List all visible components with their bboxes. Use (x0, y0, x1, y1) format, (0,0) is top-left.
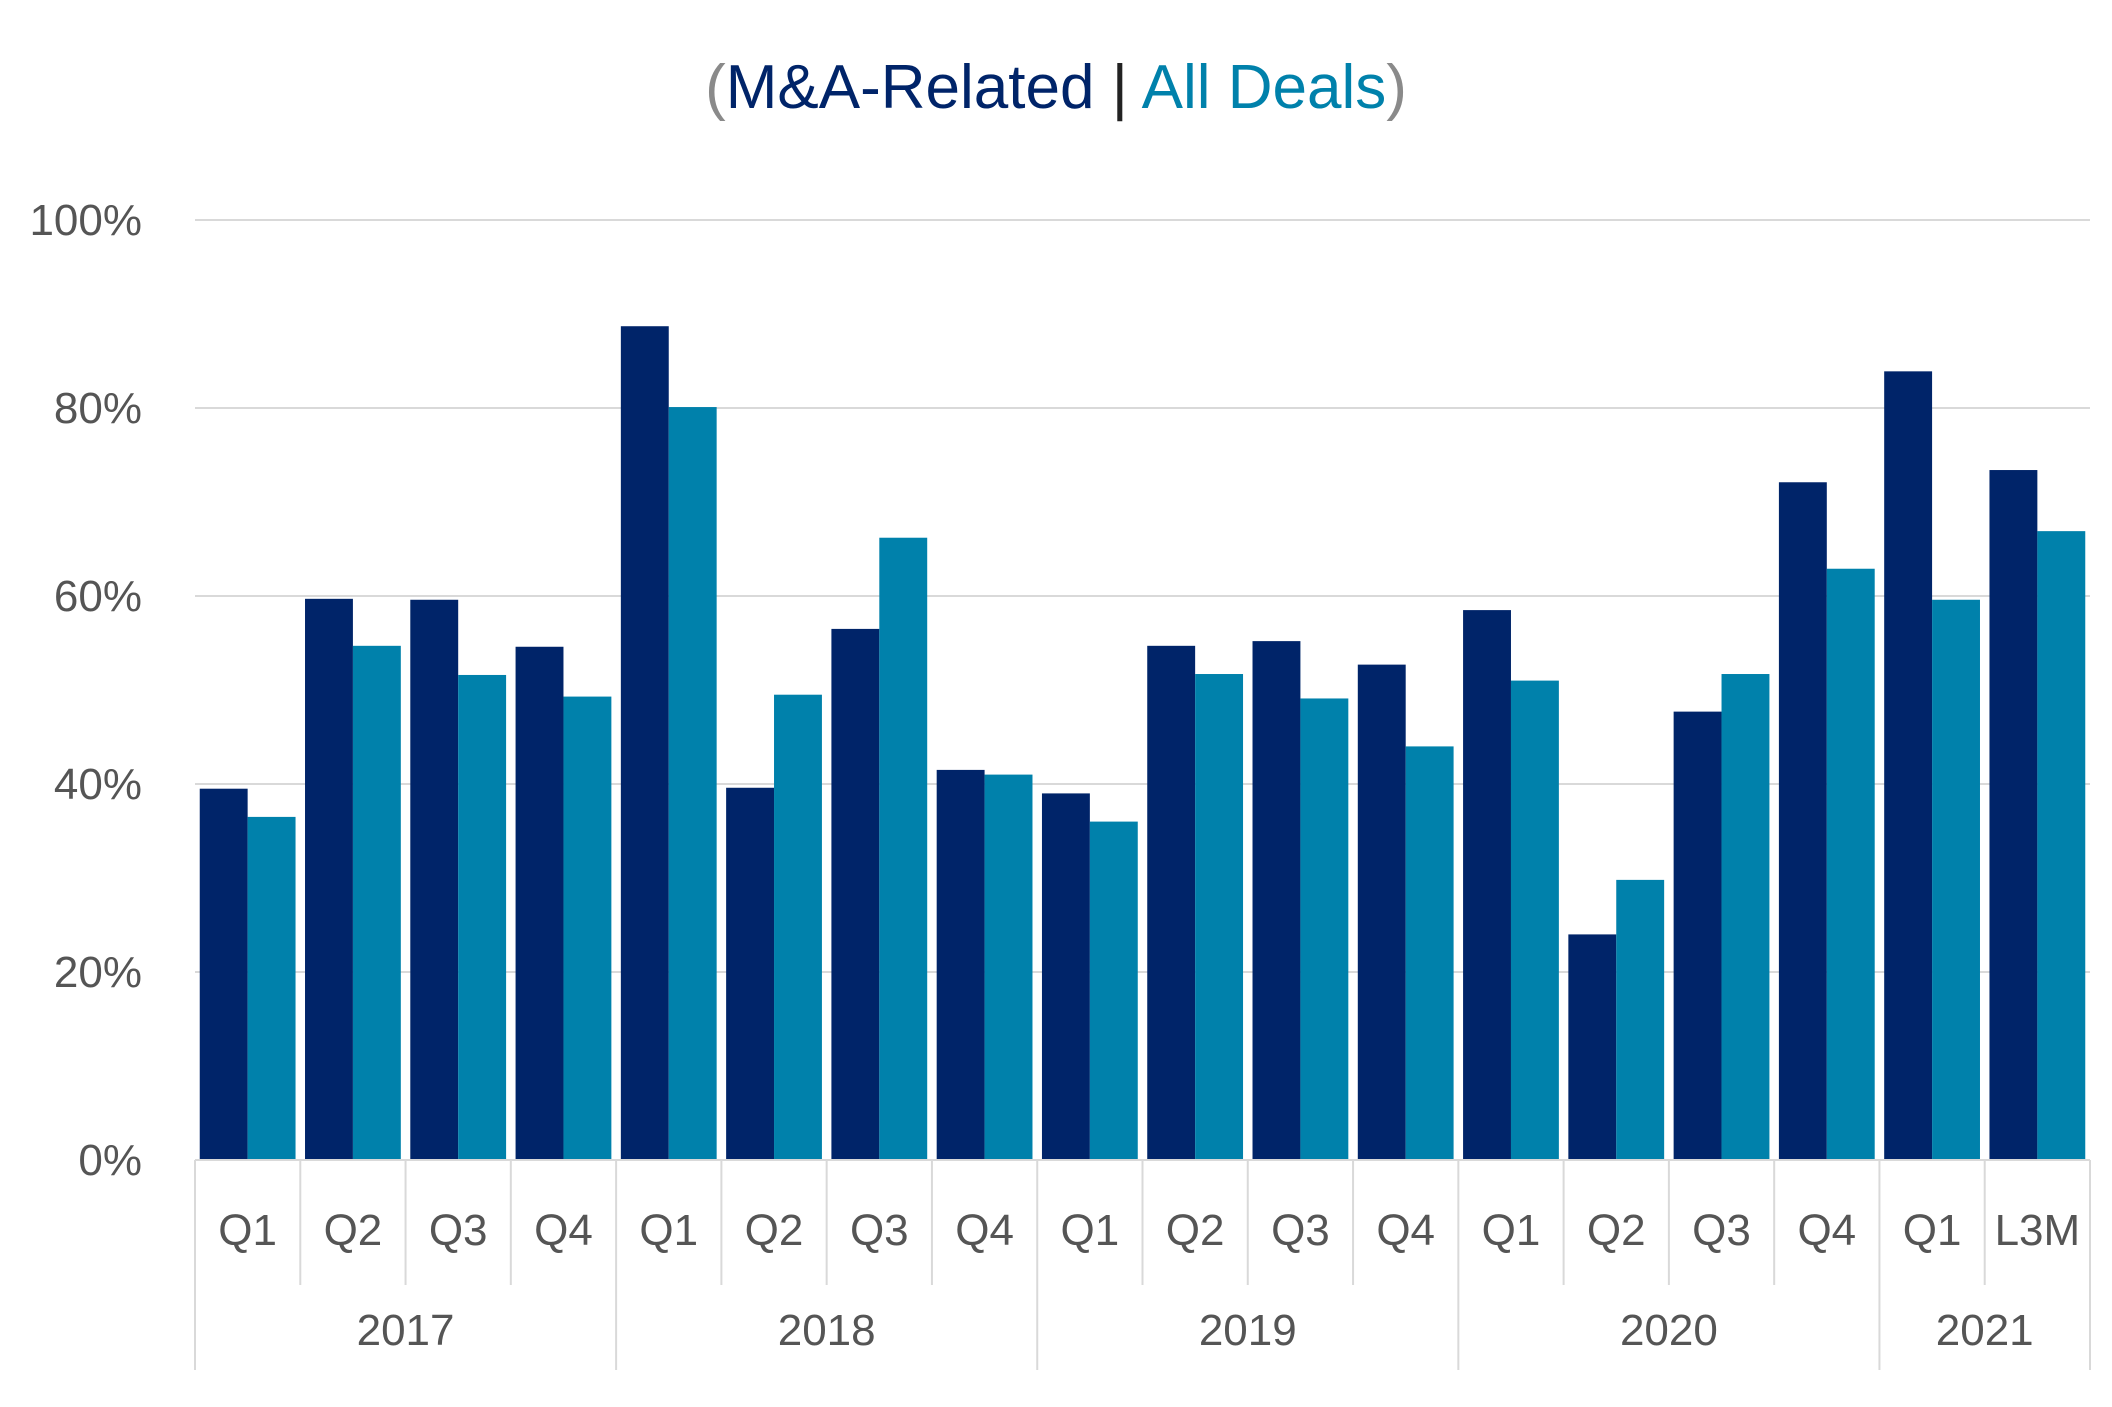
bar-all-deals (1300, 698, 1349, 1160)
title-series-2: All Deals (1141, 53, 1387, 122)
category-label: Q1 (1482, 1206, 1541, 1255)
year-label: 2018 (778, 1306, 876, 1355)
category-label: Q4 (1376, 1206, 1435, 1255)
y-tick-label: 80% (54, 384, 142, 433)
bar-all-deals (1616, 879, 1665, 1160)
bar-all-deals (1510, 680, 1559, 1160)
chart-title: (M&A-Related | All Deals) (0, 48, 2112, 128)
bar-all-deals (774, 694, 822, 1160)
category-label: Q1 (218, 1206, 277, 1255)
category-label: Q1 (639, 1206, 698, 1255)
y-tick-label: 20% (54, 948, 142, 997)
category-label: Q3 (1271, 1206, 1330, 1255)
bar-ma-related (936, 769, 985, 1160)
category-label: Q3 (429, 1206, 488, 1255)
bar-ma-related (1041, 793, 1090, 1160)
category-label: Q2 (1587, 1206, 1646, 1255)
y-tick-label: 60% (54, 572, 142, 621)
bar-ma-related (199, 788, 248, 1160)
bar-ma-related (515, 646, 564, 1160)
bar-all-deals (563, 696, 612, 1160)
category-label: Q3 (1692, 1206, 1751, 1255)
bar-all-deals (1932, 599, 1980, 1160)
category-label: Q1 (1903, 1206, 1962, 1255)
year-label: 2020 (1620, 1306, 1718, 1355)
bar-all-deals (879, 537, 928, 1160)
bar-ma-related (831, 628, 880, 1160)
bar-ma-related (620, 326, 669, 1161)
bar-ma-related (1673, 711, 1722, 1160)
bar-all-deals (247, 816, 296, 1160)
category-label: Q2 (1166, 1206, 1225, 1255)
title-paren-close: ) (1386, 53, 1407, 122)
bar-ma-related (1568, 934, 1617, 1160)
title-paren-open: ( (705, 53, 726, 122)
bar-ma-related (1147, 645, 1196, 1160)
bar-ma-related (1463, 610, 1511, 1160)
bar-ma-related (1989, 470, 2038, 1160)
category-label: Q4 (534, 1206, 593, 1255)
category-label: Q3 (850, 1206, 909, 1255)
bar-ma-related (1778, 482, 1827, 1160)
bar-all-deals (668, 407, 717, 1160)
category-label: Q1 (1061, 1206, 1120, 1255)
title-series-1: M&A-Related (725, 53, 1095, 122)
bar-ma-related (1357, 664, 1406, 1160)
title-separator: | (1111, 53, 1128, 122)
bar-all-deals (1826, 568, 1875, 1160)
bar-ma-related (726, 787, 775, 1160)
year-label: 2017 (357, 1306, 455, 1355)
year-label: 2019 (1199, 1306, 1297, 1355)
bar-all-deals (984, 774, 1033, 1160)
y-tick-label: 100% (29, 196, 142, 245)
y-tick-label: 40% (54, 760, 142, 809)
bar-all-deals (458, 674, 507, 1160)
bar-all-deals (1089, 821, 1138, 1160)
bar-all-deals (1721, 674, 1770, 1160)
bar-ma-related (1252, 641, 1301, 1160)
bar-all-deals (1405, 746, 1454, 1160)
category-label: Q2 (745, 1206, 804, 1255)
bar-all-deals (352, 645, 401, 1160)
category-label: Q2 (324, 1206, 383, 1255)
bar-all-deals (1195, 674, 1244, 1160)
category-label: Q4 (955, 1206, 1014, 1255)
bar-ma-related (1884, 371, 1933, 1161)
bar-ma-related (410, 599, 459, 1160)
category-label: Q4 (1797, 1206, 1856, 1255)
bar-ma-related (305, 598, 353, 1160)
year-label: 2021 (1936, 1306, 2034, 1355)
y-tick-label: 0% (78, 1136, 142, 1185)
bar-all-deals (2037, 531, 2086, 1160)
category-label: L3M (1995, 1206, 2081, 1255)
